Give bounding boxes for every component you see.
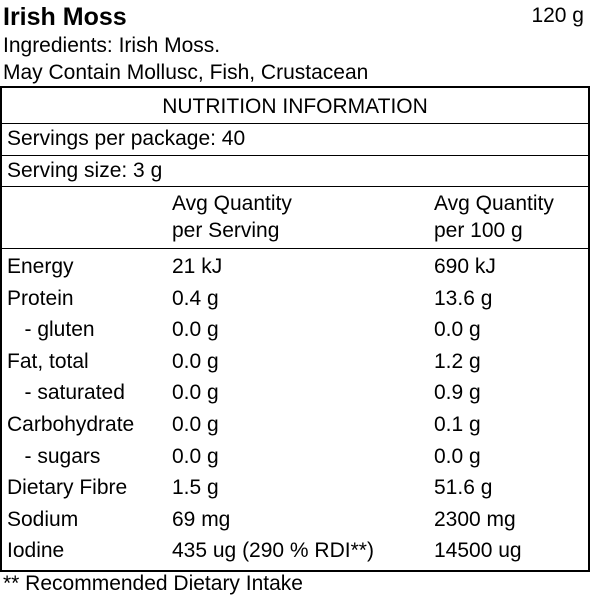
table-row: - sugars 0.0 g 0.0 g (2, 441, 588, 473)
header-per-100g-line2: per 100 g (434, 219, 523, 242)
divider (2, 186, 588, 187)
table-row: - gluten 0.0 g 0.0 g (2, 314, 588, 346)
divider (2, 123, 588, 124)
nutrient-name: - gluten (7, 318, 95, 342)
per-100g-value: 0.9 g (434, 381, 481, 405)
header-per-100g-line1: Avg Quantity (434, 192, 554, 215)
per-serving-value: 0.0 g (172, 349, 219, 373)
nutrient-name: Fat, total (7, 349, 89, 373)
footnote: ** Recommended Dietary Intake (3, 572, 303, 595)
per-serving-value: 21 kJ (172, 255, 223, 278)
per-100g-value: 14500 ug (434, 539, 522, 563)
per-100g-value: 51.6 g (434, 476, 493, 500)
table-row: Dietary Fibre 1.5 g 51.6 g (2, 472, 588, 504)
header-per-serving-line1: Avg Quantity (172, 192, 292, 215)
net-weight: 120 g (531, 4, 584, 27)
divider (2, 155, 588, 156)
table-row: Sodium 69 mg 2300 mg (2, 504, 588, 536)
per-100g-value: 1.2 g (434, 349, 481, 373)
per-100g-value: 0.1 g (434, 413, 481, 436)
per-serving-value: 0.4 g (172, 286, 219, 310)
allergen-statement: May Contain Mollusc, Fish, Crustacean (3, 61, 369, 84)
table-row: Iodine 435 ug (290 % RDI**) 14500 ug (2, 535, 588, 567)
panel-title: NUTRITION INFORMATION (162, 95, 428, 118)
nutrient-name: Energy (7, 255, 74, 278)
per-serving-value: 0.0 g (172, 413, 219, 436)
per-100g-value: 13.6 g (434, 286, 493, 310)
per-serving-value: 1.5 g (172, 476, 219, 500)
per-100g-value: 0.0 g (434, 318, 481, 342)
nutrient-name: Dietary Fibre (7, 476, 128, 500)
per-100g-value: 690 kJ (434, 255, 496, 278)
nutrient-name: - saturated (7, 381, 125, 405)
table-row: Protein 0.4 g 13.6 g (2, 283, 588, 315)
table-row: Fat, total 0.0 g 1.2 g (2, 346, 588, 378)
per-serving-value: 435 ug (290 % RDI**) (172, 539, 374, 563)
nutrition-panel: NUTRITION INFORMATION Servings per packa… (0, 86, 590, 572)
nutrient-name: Protein (7, 286, 74, 310)
per-serving-value: 0.0 g (172, 444, 219, 468)
per-serving-value: 0.0 g (172, 318, 219, 342)
serving-size: Serving size: 3 g (7, 159, 163, 182)
per-serving-value: 0.0 g (172, 381, 219, 405)
product-title: Irish Moss (3, 3, 127, 31)
ingredients-line: Ingredients: Irish Moss. (3, 34, 221, 57)
per-100g-value: 2300 mg (434, 507, 516, 531)
header-per-serving-line2: per Serving (172, 219, 280, 242)
nutrient-name: - sugars (7, 444, 101, 468)
divider (2, 248, 588, 249)
servings-per-package: Servings per package: 40 (7, 127, 246, 150)
nutrient-name: Sodium (7, 507, 79, 531)
per-100g-value: 0.0 g (434, 444, 481, 468)
nutrient-name: Carbohydrate (7, 413, 135, 436)
table-row: - saturated 0.0 g 0.9 g (2, 377, 588, 409)
table-row: Energy 21 kJ 690 kJ (2, 251, 588, 283)
per-serving-value: 69 mg (172, 507, 231, 531)
nutrient-name: Iodine (7, 539, 65, 563)
table-row: Carbohydrate 0.0 g 0.1 g (2, 409, 588, 441)
